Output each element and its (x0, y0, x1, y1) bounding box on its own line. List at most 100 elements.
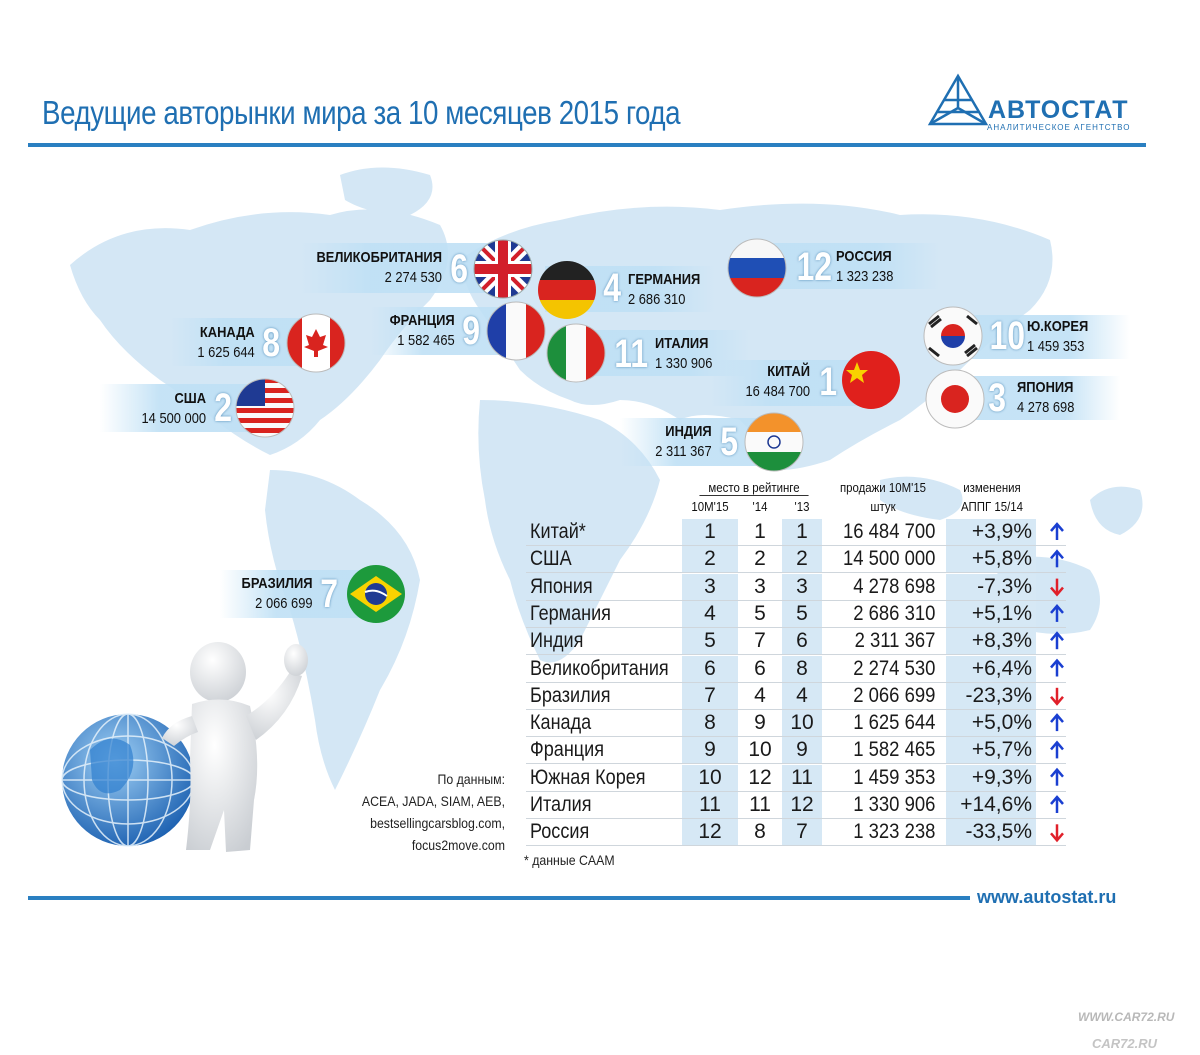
table-row: Россия 12 8 7 1 323 238 -33,5% (526, 819, 1066, 847)
cell-rank-10m15: 1 (682, 519, 738, 545)
trend-arrows (1050, 522, 1064, 843)
cell-rank-14: 5 (754, 601, 766, 625)
country-label-name: Китай (767, 363, 810, 380)
cell-change: +5,1% (946, 600, 1036, 627)
country-label-name: Германия (628, 271, 701, 288)
cell-rank-13: 10 (782, 710, 822, 737)
uk-flag-icon (473, 239, 533, 299)
website-link[interactable]: www.autostat.ru (977, 887, 1117, 907)
watermark-text: WWW.CAR72.RU (1078, 1010, 1175, 1024)
table-row: Южная Корея 10 12 11 1 459 353 +9,3% (526, 764, 1066, 792)
japan-flag-icon (925, 369, 985, 429)
header-change: изменения (963, 480, 1021, 495)
header-rank-14: '14 (752, 499, 768, 514)
country-label-sales: 1 330 906 (655, 355, 713, 372)
header-rank-group: место в рейтинге (699, 480, 809, 496)
cell-rank-10m15: 4 (682, 600, 738, 627)
cell-rank-10m15: 10 (682, 764, 738, 791)
sources-label: По данным: (437, 771, 505, 787)
cell-rank-10m15: 6 (682, 655, 738, 682)
cell-change: -33,5% (946, 819, 1036, 846)
country-label: Россия 1 323 238 (836, 247, 893, 287)
cell-change: +5,8% (946, 546, 1036, 573)
header-rank-13: '13 (794, 499, 810, 514)
sources-line-1: ACEA, JADA, SIAM, AEB, (361, 793, 505, 809)
cell-rank-13: 6 (782, 628, 822, 655)
arrow-down-icon (1050, 824, 1064, 843)
cell-rank-14: 10 (748, 738, 772, 762)
cell-rank-13: 9 (782, 737, 822, 764)
cell-change: +9,3% (946, 764, 1036, 791)
table-row: Канада 8 9 10 1 625 644 +5,0% (526, 710, 1066, 738)
cell-rank-14: 7 (754, 629, 766, 653)
cell-rank-14: 3 (754, 574, 766, 598)
country-label-rank: 8 (262, 321, 281, 365)
cell-sales: 16 484 700 (842, 520, 936, 543)
country-label-rank: 3 (988, 376, 1007, 420)
country-label: США 14 500 000 (141, 389, 206, 429)
table-row: Китай* 1 1 1 16 484 700 +3,9% (526, 519, 1066, 546)
cell-country: Германия (530, 601, 611, 625)
country-label-sales: 1 459 353 (1027, 338, 1085, 355)
top-divider (28, 143, 1146, 147)
cell-rank-14: 9 (754, 711, 766, 735)
logo-subtitle: Аналитическое агентство (987, 123, 1131, 132)
country-label: Канада 1 625 644 (198, 323, 255, 363)
cell-change: +5,0% (946, 710, 1036, 737)
cell-sales: 1 323 238 (853, 820, 936, 844)
country-label: Ю.Корея 1 459 353 (1027, 317, 1088, 357)
globe-icon (61, 713, 195, 847)
cell-sales: 2 274 530 (853, 656, 936, 680)
cell-sales: 1 582 465 (853, 738, 936, 762)
cell-change: -7,3% (946, 573, 1036, 600)
header-sales-unit: штук (870, 499, 896, 514)
country-label-name: Россия (836, 248, 892, 265)
cell-country: Великобритания (530, 656, 669, 680)
cell-country: Япония (530, 574, 593, 598)
country-label-sales: 2 066 699 (255, 595, 313, 612)
korea-flag-icon (923, 306, 983, 366)
cell-rank-13: 5 (782, 600, 822, 627)
cell-rank-13: 12 (782, 792, 822, 818)
country-label: Китай 16 484 700 (745, 362, 810, 402)
country-label: Бразилия 2 066 699 (242, 574, 313, 614)
country-label-rank: 10 (989, 314, 1026, 358)
watermark-text-2: CAR72.RU (1092, 1036, 1158, 1051)
cell-change: -23,3% (946, 682, 1036, 709)
cell-rank-13: 8 (782, 655, 822, 682)
cell-rank-10m15: 9 (682, 737, 738, 764)
cell-sales: 2 066 699 (853, 683, 936, 707)
cell-rank-10m15: 2 (682, 546, 738, 573)
cell-rank-10m15: 8 (682, 710, 738, 737)
country-label-name: США (174, 390, 206, 407)
cell-rank-13: 4 (782, 682, 822, 709)
country-label-rank: 5 (720, 420, 739, 464)
cell-rank-14: 2 (754, 547, 766, 571)
cell-country: Индия (530, 629, 584, 653)
table-row: Индия 5 7 6 2 311 367 +8,3% (526, 628, 1066, 656)
country-label-rank: 7 (320, 572, 339, 616)
cell-country: Италия (530, 793, 592, 816)
sources-line-3: focus2move.com (411, 837, 505, 853)
italy-flag-icon (546, 323, 606, 383)
country-label-sales: 1 582 465 (397, 332, 455, 349)
cell-rank-13: 3 (782, 573, 822, 600)
header-change-period: АППГ 15/14 (961, 499, 1023, 514)
germany-flag-icon (538, 261, 596, 319)
country-label-sales: 14 500 000 (141, 410, 206, 427)
cell-country: Южная Корея (530, 765, 646, 789)
cell-sales: 2 686 310 (853, 601, 936, 625)
arrow-up-icon (1050, 549, 1064, 568)
cell-rank-10m15: 3 (682, 573, 738, 600)
country-label-name: Япония (1017, 379, 1074, 396)
country-label-sales: 1 625 644 (197, 344, 255, 361)
cell-sales: 4 278 698 (853, 574, 936, 598)
cell-change: +5,7% (946, 737, 1036, 764)
cell-country: Россия (530, 820, 590, 844)
canada-flag-icon (286, 313, 346, 373)
cell-rank-13: 2 (782, 546, 822, 573)
country-label-sales: 2 686 310 (628, 291, 686, 308)
arrow-up-icon (1050, 603, 1064, 622)
country-label-rank: 6 (450, 247, 469, 291)
